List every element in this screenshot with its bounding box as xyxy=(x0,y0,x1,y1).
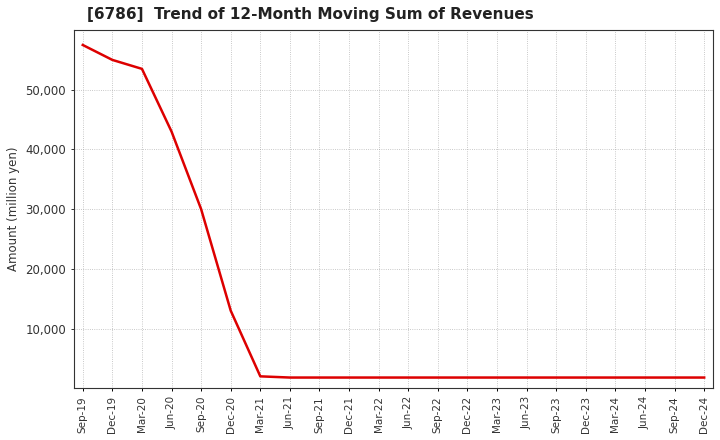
Text: [6786]  Trend of 12-Month Moving Sum of Revenues: [6786] Trend of 12-Month Moving Sum of R… xyxy=(86,7,534,22)
Y-axis label: Amount (million yen): Amount (million yen) xyxy=(7,147,20,271)
